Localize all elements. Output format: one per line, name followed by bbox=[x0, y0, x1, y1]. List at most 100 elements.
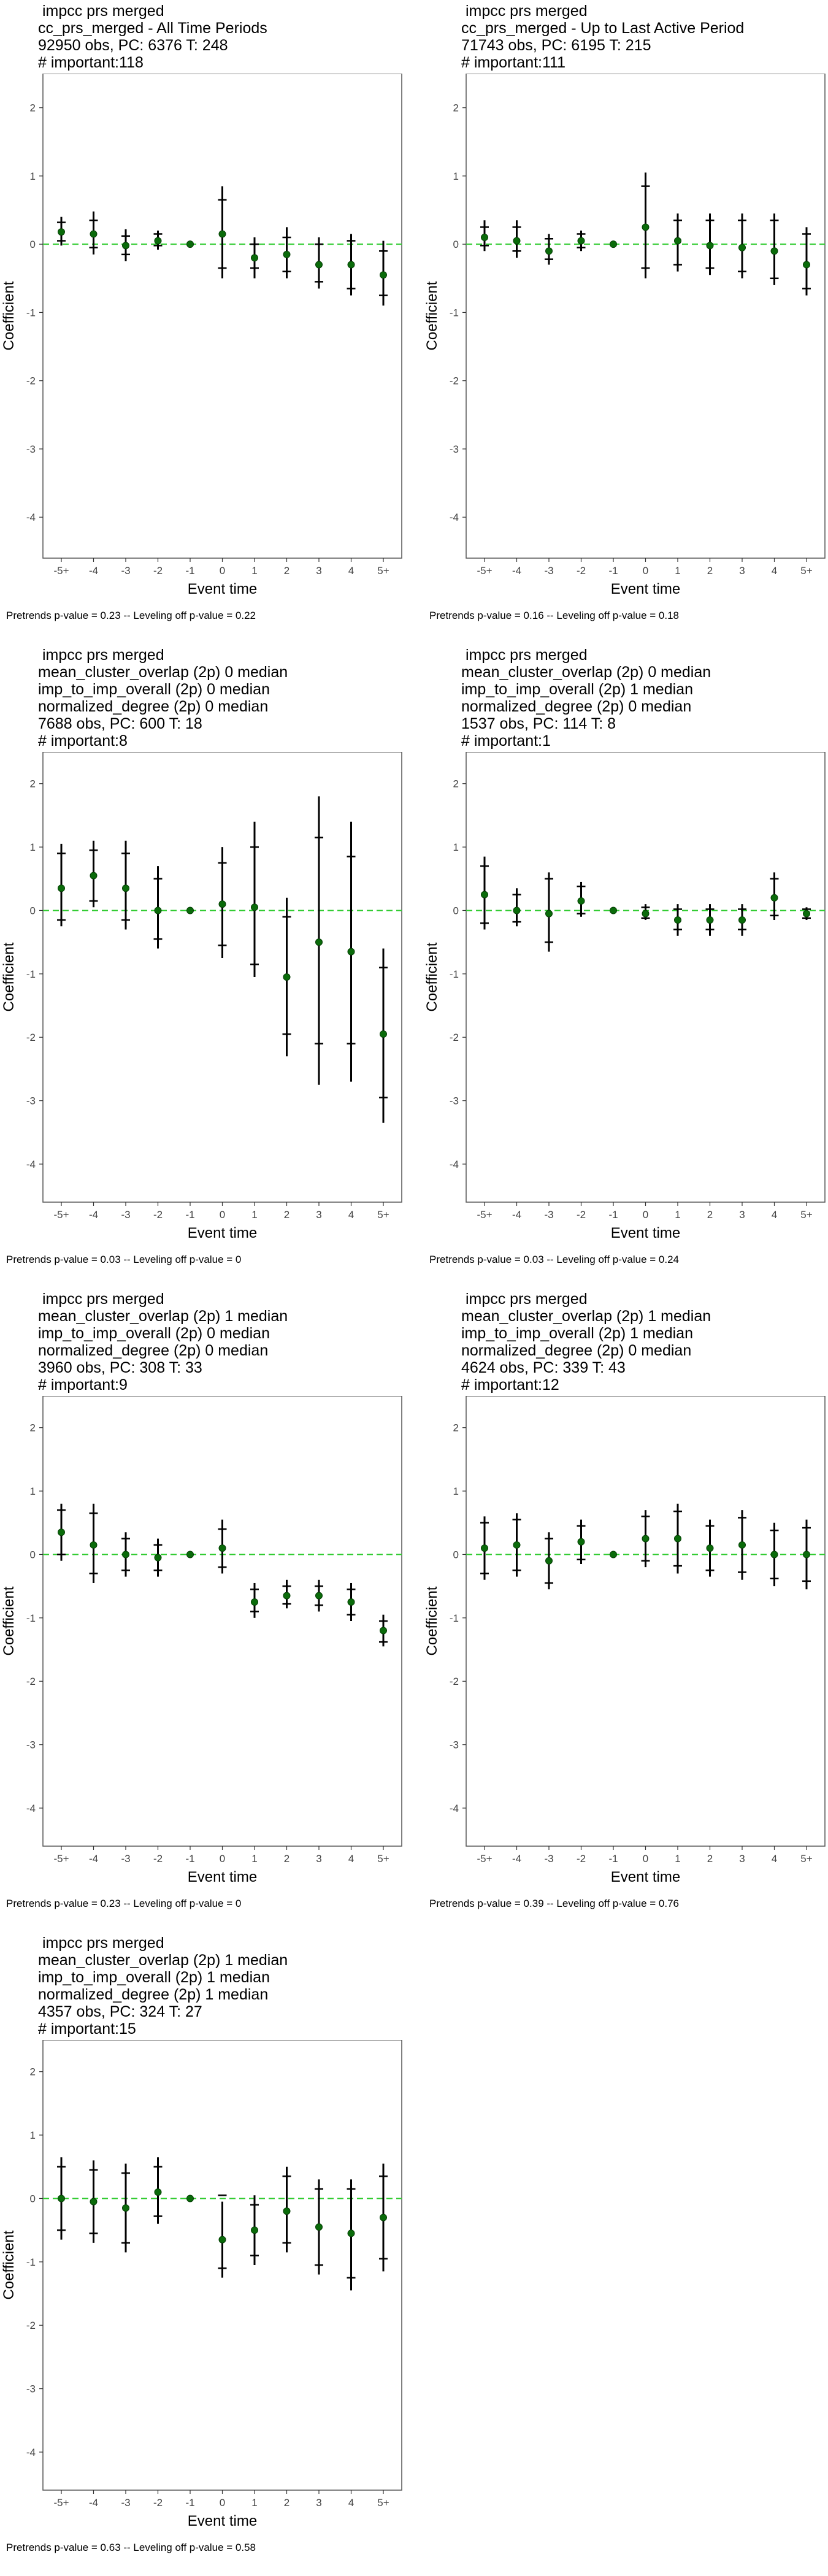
x-tick-label: 0 bbox=[220, 565, 225, 577]
coefficient-point bbox=[251, 254, 258, 262]
x-tick-label: -1 bbox=[185, 2497, 194, 2509]
y-tick-label: -1 bbox=[26, 968, 36, 980]
chart-title-line: # important:8 bbox=[38, 732, 128, 749]
x-tick-label: 3 bbox=[316, 2497, 321, 2509]
x-tick-label: 3 bbox=[739, 1853, 745, 1865]
y-tick-label: 1 bbox=[30, 1485, 36, 1497]
y-tick-label: -4 bbox=[26, 512, 36, 523]
y-tick-label: -1 bbox=[450, 968, 459, 980]
x-axis-label: Event time bbox=[188, 581, 257, 597]
x-tick-label: 0 bbox=[220, 1209, 225, 1221]
y-tick-label: 0 bbox=[30, 239, 36, 250]
x-tick-label: -1 bbox=[608, 1209, 618, 1221]
x-tick-label: 1 bbox=[251, 2497, 257, 2509]
chart-title-line: 4357 obs, PC: 324 T: 27 bbox=[38, 2003, 202, 2020]
x-tick-label: -5+ bbox=[53, 2497, 69, 2509]
y-tick-label: -1 bbox=[450, 1612, 459, 1624]
y-tick-label: -1 bbox=[26, 307, 36, 318]
coefficient-point bbox=[674, 916, 681, 924]
chart-title-line: 92950 obs, PC: 6376 T: 248 bbox=[38, 37, 228, 54]
x-tick-label: -4 bbox=[512, 1209, 521, 1221]
x-tick-label: 5+ bbox=[800, 565, 812, 577]
pvalue-footnote: Pretrends p-value = 0.63 -- Leveling off… bbox=[6, 2542, 256, 2553]
coefficient-point bbox=[642, 1535, 650, 1543]
coefficient-point bbox=[738, 916, 746, 924]
y-tick-label: -3 bbox=[26, 443, 36, 455]
coefficient-point bbox=[803, 910, 810, 918]
coefficient-point bbox=[738, 1541, 746, 1549]
x-tick-label: -1 bbox=[185, 1209, 194, 1221]
coefficient-plot: 2 1 0 -1 -2 -3 -4 -5+ -4 -3 -2 -1 0 1 2 3 4 5+ Event time C… bbox=[1, 752, 402, 1241]
chart-panel-3: impcc prs merged mean_cluster_overlap (2p… bbox=[0, 644, 405, 1288]
coefficient-point bbox=[251, 903, 258, 911]
coefficient-point bbox=[610, 907, 617, 914]
coefficient-point bbox=[481, 1544, 488, 1552]
coefficient-point bbox=[283, 973, 291, 981]
chart-title-line: # important:15 bbox=[38, 2020, 136, 2037]
coefficient-point bbox=[577, 1538, 585, 1546]
y-tick-label: -3 bbox=[26, 2383, 36, 2395]
coefficient-point bbox=[218, 900, 226, 908]
y-tick-label: -1 bbox=[26, 2256, 36, 2268]
x-tick-label: -3 bbox=[121, 2497, 130, 2509]
chart-title-line: impcc prs merged bbox=[461, 1290, 588, 1308]
coefficient-point bbox=[122, 884, 129, 892]
coefficient-point bbox=[186, 907, 194, 914]
coefficient-point bbox=[545, 1557, 553, 1565]
y-tick-label: 1 bbox=[30, 841, 36, 853]
chart-title-line: impcc prs merged bbox=[38, 1290, 164, 1308]
coefficient-point bbox=[610, 240, 617, 248]
chart-title-line: cc_prs_merged - All Time Periods bbox=[38, 20, 267, 37]
y-axis-label: Coefficient bbox=[1, 942, 17, 1011]
chart-title-line: imp_to_imp_overall (2p) 0 median bbox=[38, 1325, 270, 1342]
x-tick-label: 2 bbox=[707, 565, 713, 577]
coefficient-point bbox=[315, 938, 323, 946]
x-tick-label: -4 bbox=[512, 1853, 521, 1865]
coefficient-point bbox=[90, 230, 98, 238]
coefficient-point bbox=[770, 1551, 778, 1558]
x-axis-label: Event time bbox=[611, 581, 680, 597]
coefficient-point bbox=[154, 2188, 162, 2196]
pvalue-footnote: Pretrends p-value = 0.39 -- Leveling off… bbox=[429, 1898, 679, 1909]
x-tick-label: 5+ bbox=[800, 1853, 812, 1865]
coefficient-point bbox=[513, 1541, 521, 1549]
y-tick-label: 0 bbox=[453, 1549, 459, 1560]
y-tick-label: -4 bbox=[450, 1159, 459, 1170]
coefficient-point bbox=[610, 1551, 617, 1558]
coefficient-point bbox=[380, 1030, 387, 1038]
x-tick-label: -5+ bbox=[477, 1853, 492, 1865]
x-tick-label: 0 bbox=[643, 565, 648, 577]
y-tick-label: 1 bbox=[453, 841, 459, 853]
coefficient-point bbox=[380, 2214, 387, 2221]
coefficient-point bbox=[154, 237, 162, 245]
x-tick-label: 2 bbox=[707, 1209, 713, 1221]
chart-title-block: impcc prs merged mean_cluster_overlap (2p… bbox=[0, 1934, 405, 2037]
y-tick-label: -1 bbox=[26, 1612, 36, 1624]
y-tick-label: -2 bbox=[26, 1032, 36, 1043]
chart-title-block: impcc prs merged mean_cluster_overlap (2p… bbox=[423, 1290, 828, 1393]
x-tick-label: -2 bbox=[153, 565, 163, 577]
chart-title-line: normalized_degree (2p) 1 median bbox=[38, 1986, 269, 2003]
chart-title-line: impcc prs merged bbox=[461, 2, 588, 20]
x-axis-label: Event time bbox=[611, 1869, 680, 1885]
coefficient-point bbox=[706, 916, 714, 924]
y-tick-label: 2 bbox=[453, 102, 459, 114]
y-tick-label: 1 bbox=[453, 171, 459, 182]
chart-title-line: mean_cluster_overlap (2p) 0 median bbox=[461, 664, 711, 681]
x-tick-label: -5+ bbox=[53, 1853, 69, 1865]
coefficient-point bbox=[770, 247, 778, 255]
x-tick-label: -5+ bbox=[53, 565, 69, 577]
plot-frame bbox=[42, 752, 402, 1203]
chart-title-line: imp_to_imp_overall (2p) 0 median bbox=[38, 681, 270, 698]
x-tick-label: -2 bbox=[577, 1209, 586, 1221]
x-tick-label: -5+ bbox=[477, 1209, 492, 1221]
coefficient-point bbox=[674, 237, 681, 245]
x-tick-label: -2 bbox=[577, 565, 586, 577]
coefficient-plot: 2 1 0 -1 -2 -3 -4 -5+ -4 -3 -2 -1 0 1 2 3 4 5+ Event time C… bbox=[424, 1396, 826, 1885]
coefficient-point bbox=[283, 1592, 291, 1600]
x-tick-label: 4 bbox=[348, 2497, 354, 2509]
y-tick-label: 2 bbox=[30, 1422, 36, 1434]
coefficient-point bbox=[283, 2207, 291, 2215]
chart-title-line: 1537 obs, PC: 114 T: 8 bbox=[461, 715, 616, 732]
y-tick-label: -1 bbox=[450, 307, 459, 318]
